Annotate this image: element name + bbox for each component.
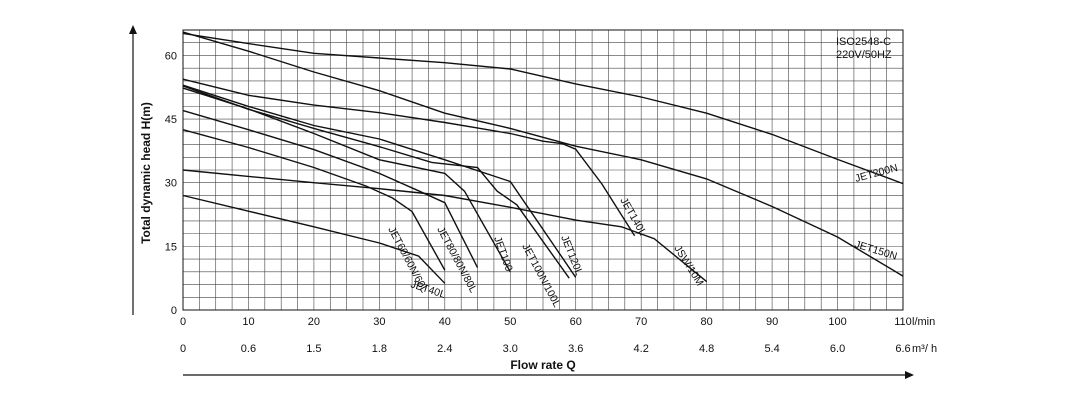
x-tick-label-lmin: 100 bbox=[828, 316, 846, 328]
curve-jet120l bbox=[182, 84, 577, 278]
curve-jet60-60n-60l bbox=[182, 129, 446, 271]
y-tick-label: 15 bbox=[165, 241, 177, 253]
curve-jet200n bbox=[182, 32, 904, 185]
annotation-voltage: 220V/50HZ bbox=[836, 49, 892, 61]
curve-jet40l bbox=[182, 194, 446, 284]
x-tick-label-m3h: 4.8 bbox=[699, 343, 714, 355]
x-tick-label-m3h: 6.0 bbox=[830, 343, 845, 355]
x-axis-title: Flow rate Q bbox=[510, 358, 575, 372]
x-tick-label-lmin: 30 bbox=[373, 316, 385, 328]
x-tick-label-lmin: 10 bbox=[242, 316, 254, 328]
x-axis-arrowhead bbox=[905, 371, 914, 379]
curve-label-jsw-10m: JSW/10M bbox=[671, 243, 705, 288]
x-tick-label-m3h: 6.6 bbox=[895, 343, 910, 355]
chart-axes: 0 15 30 45 60 0 10 20 30 40 50 60 70 80 90 100 110 l/min 0… bbox=[129, 25, 937, 379]
x-tick-label-m3h: 4.2 bbox=[634, 343, 649, 355]
x-tick-label-m3h: 0 bbox=[180, 343, 186, 355]
curve-label-jet200n: JET200N bbox=[854, 162, 899, 185]
x-tick-label-m3h: 1.8 bbox=[372, 343, 387, 355]
x-unit-lmin: l/min bbox=[912, 316, 935, 328]
x-unit-m3h: m³/ h bbox=[912, 343, 937, 355]
y-tick-label: 45 bbox=[165, 114, 177, 126]
chart-curves bbox=[182, 31, 904, 284]
x-tick-label-m3h: 1.5 bbox=[306, 343, 321, 355]
x-tick-label-lmin: 110 bbox=[894, 316, 912, 328]
curve-jet80-80n-80l bbox=[182, 109, 479, 268]
x-tick-label-m3h: 0.6 bbox=[241, 343, 256, 355]
curve-jet150n bbox=[182, 31, 904, 277]
x-tick-label-m3h: 5.4 bbox=[764, 343, 779, 355]
x-tick-label-lmin: 20 bbox=[308, 316, 320, 328]
y-tick-label: 0 bbox=[171, 305, 177, 317]
chart-grid bbox=[182, 29, 904, 311]
x-tick-label-m3h: 3.6 bbox=[568, 343, 583, 355]
curve-jet140l bbox=[182, 78, 636, 237]
annotation-standard: ISO2548-C bbox=[836, 36, 891, 48]
curve-jet100n-100l bbox=[182, 85, 570, 279]
curve-label-jet120l: JET120L bbox=[558, 234, 585, 278]
curve-label-jet100: JET100 bbox=[491, 235, 515, 273]
curve-jsw-10m bbox=[182, 169, 708, 283]
x-tick-label-lmin: 60 bbox=[570, 316, 582, 328]
x-tick-label-lmin: 70 bbox=[635, 316, 647, 328]
curve-label-jet100n-100l: JET100N/100L bbox=[519, 242, 563, 310]
x-tick-label-lmin: 50 bbox=[504, 316, 516, 328]
x-tick-label-lmin: 0 bbox=[180, 316, 186, 328]
x-tick-label-m3h: 2.4 bbox=[437, 343, 452, 355]
y-tick-label: 30 bbox=[165, 178, 177, 190]
x-tick-label-m3h: 3.0 bbox=[503, 343, 518, 355]
y-axis-arrowhead bbox=[129, 25, 137, 34]
x-tick-label-lmin: 40 bbox=[439, 316, 451, 328]
y-axis-title: Total dynamic head H(m) bbox=[139, 102, 153, 244]
x-tick-label-lmin: 90 bbox=[766, 316, 778, 328]
x-tick-label-lmin: 80 bbox=[701, 316, 713, 328]
y-tick-label: 60 bbox=[165, 50, 177, 62]
